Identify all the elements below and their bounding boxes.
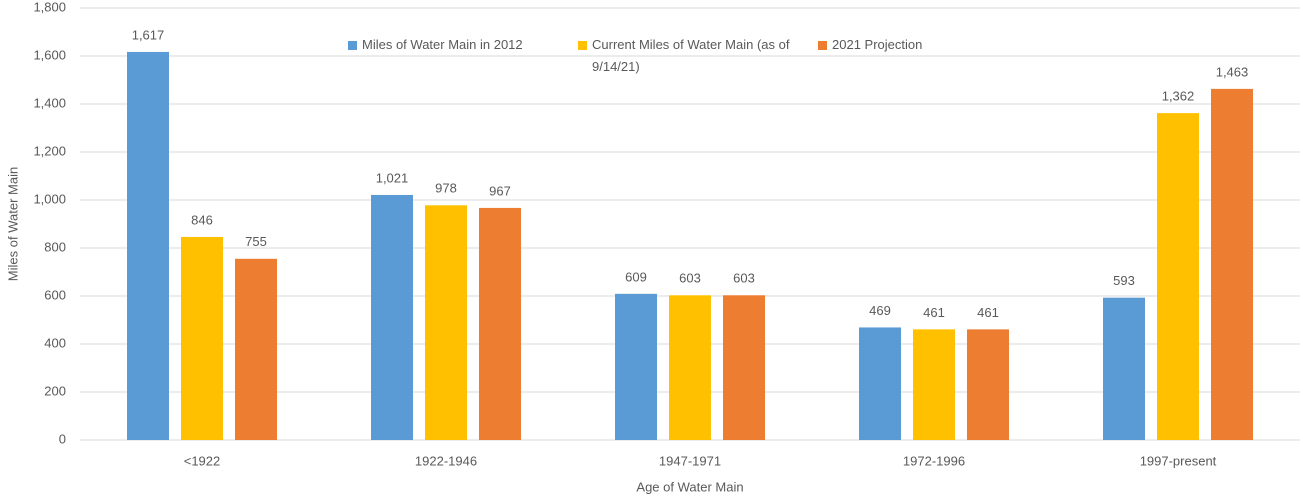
bar bbox=[235, 258, 277, 440]
bar bbox=[1157, 113, 1199, 441]
bar bbox=[127, 51, 169, 441]
legend-label: Current Miles of Water Main (as of 9/14/… bbox=[592, 37, 790, 74]
legend-swatch bbox=[578, 41, 587, 50]
bar bbox=[859, 327, 901, 440]
data-label: 603 bbox=[679, 271, 701, 286]
bar bbox=[913, 329, 955, 440]
bar bbox=[1211, 88, 1253, 440]
data-label: 1,463 bbox=[1216, 64, 1249, 79]
legend-swatch bbox=[348, 41, 357, 50]
data-label: 755 bbox=[245, 234, 267, 249]
data-label: 1,021 bbox=[376, 170, 409, 185]
x-tick-label: 1922-1946 bbox=[415, 453, 477, 468]
y-axis-title: Miles of Water Main bbox=[5, 167, 20, 281]
bar bbox=[669, 295, 711, 440]
bar bbox=[1103, 297, 1145, 440]
y-tick-label: 1,800 bbox=[33, 0, 66, 14]
data-label: 846 bbox=[191, 212, 213, 227]
x-tick-label: 1972-1996 bbox=[903, 453, 965, 468]
data-label: 978 bbox=[435, 181, 457, 196]
x-tick-label: <1922 bbox=[184, 453, 221, 468]
bar bbox=[479, 207, 521, 440]
bar bbox=[181, 236, 223, 440]
legend-label: Miles of Water Main in 2012 bbox=[362, 37, 523, 52]
y-tick-label: 1,400 bbox=[33, 95, 66, 110]
y-tick-label: 1,000 bbox=[33, 191, 66, 206]
x-tick-label: 1997-present bbox=[1140, 453, 1217, 468]
data-label: 1,617 bbox=[132, 27, 165, 42]
bar bbox=[615, 293, 657, 440]
y-tick-label: 400 bbox=[44, 335, 66, 350]
data-label: 609 bbox=[625, 269, 647, 284]
y-tick-label: 200 bbox=[44, 383, 66, 398]
bar bbox=[723, 295, 765, 440]
bar bbox=[967, 329, 1009, 440]
bar bbox=[371, 194, 413, 440]
x-tick-label: 1947-1971 bbox=[659, 453, 721, 468]
data-label: 469 bbox=[869, 303, 891, 318]
legend-swatch bbox=[818, 41, 827, 50]
data-label: 967 bbox=[489, 183, 511, 198]
y-tick-label: 600 bbox=[44, 287, 66, 302]
data-label: 603 bbox=[733, 271, 755, 286]
bar bbox=[425, 205, 467, 440]
data-label: 593 bbox=[1113, 273, 1135, 288]
y-tick-label: 800 bbox=[44, 239, 66, 254]
y-tick-label: 1,600 bbox=[33, 47, 66, 62]
x-axis-title: Age of Water Main bbox=[636, 479, 743, 494]
legend-label: 2021 Projection bbox=[832, 37, 923, 52]
y-tick-label: 0 bbox=[59, 431, 66, 446]
y-tick-label: 1,200 bbox=[33, 143, 66, 158]
data-label: 461 bbox=[923, 305, 945, 320]
data-label: 1,362 bbox=[1162, 89, 1195, 104]
data-label: 461 bbox=[977, 305, 999, 320]
